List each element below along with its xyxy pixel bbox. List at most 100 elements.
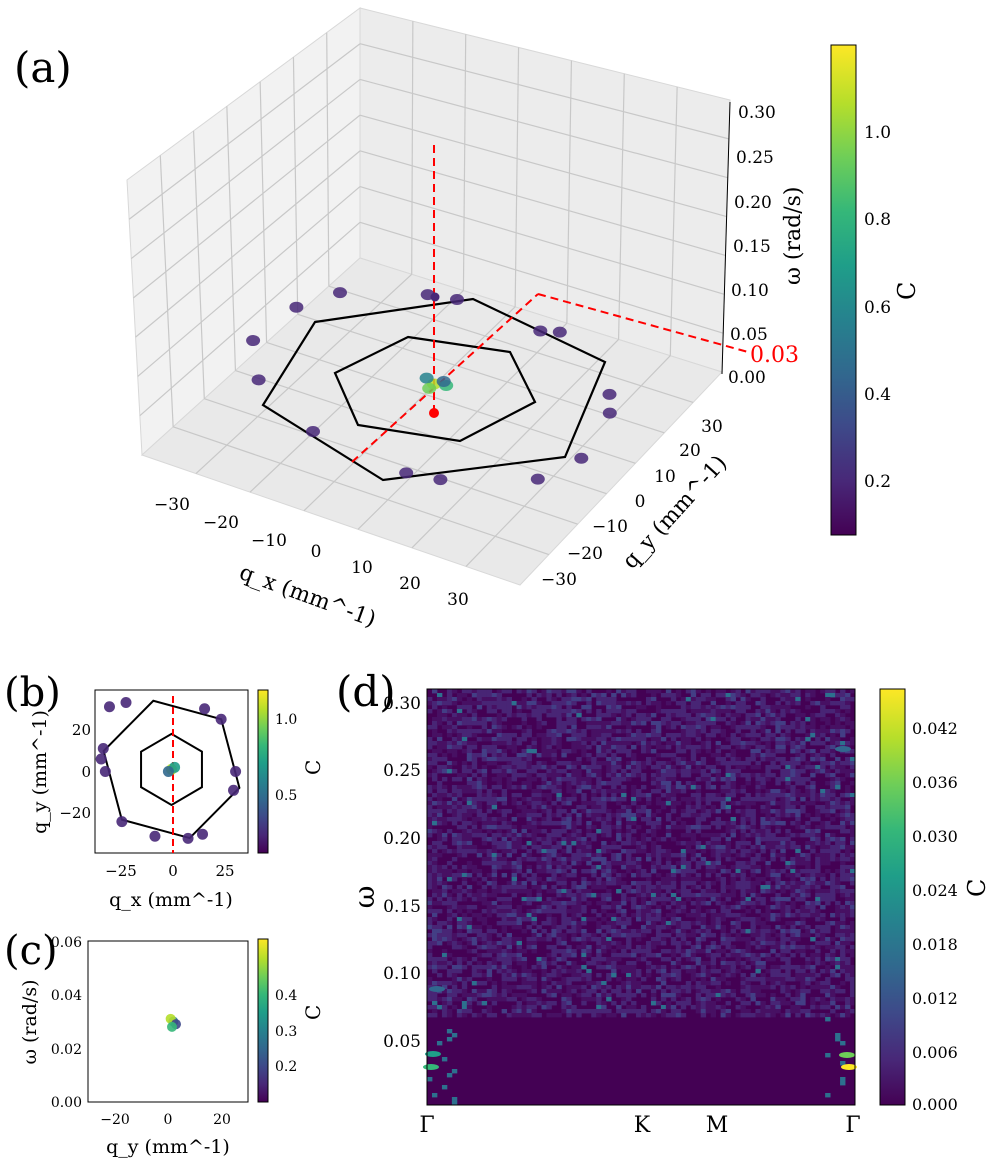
heatmap-cell [705, 813, 712, 818]
heatmap-cell [760, 981, 766, 986]
heatmap-cell [606, 729, 612, 734]
heatmap-cell [755, 781, 761, 786]
heatmap-cell [586, 785, 592, 790]
heatmap-cell [506, 945, 513, 950]
heatmap-cell [456, 929, 463, 934]
heatmap-cell [491, 857, 498, 862]
heatmap-cell [840, 997, 846, 1002]
heatmap-cell [476, 737, 483, 742]
heatmap-cell [690, 753, 697, 758]
heatmap-cell [501, 905, 508, 910]
heatmap-cell [845, 809, 851, 814]
heatmap-cell [506, 973, 513, 978]
heatmap-cell [606, 765, 612, 770]
heatmap-cell [755, 1013, 761, 1018]
heatmap-cell [720, 801, 727, 806]
heatmap-cell [820, 873, 826, 878]
heatmap-cell [511, 953, 517, 958]
heatmap-cell [561, 769, 567, 774]
heatmap-cell [655, 705, 662, 710]
heatmap-cell [820, 929, 826, 934]
heatmap-cell [427, 801, 433, 806]
heatmap-cell [506, 833, 513, 838]
heatmap-cell [765, 745, 771, 750]
heatmap-cell [556, 969, 562, 974]
heatmap-cell [561, 713, 567, 718]
heatmap-cell [770, 905, 776, 910]
heatmap-cell [710, 897, 717, 902]
heatmap-cell [526, 745, 532, 750]
heatmap-cell [541, 901, 547, 906]
heatmap-cell [840, 989, 846, 994]
heatmap-cell [461, 1009, 468, 1014]
heatmap-cell [636, 717, 642, 722]
heatmap-cell [611, 869, 617, 874]
heatmap-cell [670, 1005, 677, 1010]
heatmap-cell [511, 969, 517, 974]
heatmap-cell [645, 905, 652, 910]
heatmap-cell [645, 817, 652, 822]
heatmap-cell [730, 749, 736, 754]
heatmap-cell [431, 929, 438, 934]
heatmap-cell [750, 881, 756, 886]
heatmap-cell [576, 789, 582, 794]
heatmap-cell [551, 709, 557, 714]
heatmap-cell [561, 925, 567, 930]
z-ticks: 0.30 0.25 0.20 0.15 0.10 0.05 0.00 [728, 103, 776, 388]
heatmap-cell [715, 821, 722, 826]
heatmap-cell [461, 921, 468, 926]
heatmap-cell [850, 929, 856, 934]
heatmap-cell [835, 909, 841, 914]
heatmap-cell [730, 953, 736, 958]
heatmap-cell [670, 985, 677, 990]
heatmap-cell [481, 833, 488, 838]
heatmap-cell [715, 969, 722, 974]
heatmap-cell [675, 709, 682, 714]
grid-line [514, 47, 520, 307]
heatmap-cell [486, 1005, 493, 1010]
heatmap-cell [441, 777, 448, 782]
heatmap-cell [830, 881, 836, 886]
heatmap-cell [546, 1005, 552, 1010]
heatmap-cell [670, 1013, 677, 1018]
heatmap-cell [536, 885, 542, 890]
heatmap-cell [427, 805, 433, 810]
heatmap-cell [596, 733, 602, 738]
heatmap-cell [556, 809, 562, 814]
heatmap-cell [795, 825, 801, 830]
heatmap-cell [501, 981, 508, 986]
heatmap-cell [850, 837, 856, 842]
heatmap-cell [526, 985, 532, 990]
heatmap-cell [735, 725, 741, 730]
heatmap-cell [805, 777, 811, 782]
heatmap-cell [660, 777, 667, 782]
heatmap-cell [511, 893, 517, 898]
heatmap-cell [675, 977, 682, 982]
heatmap-cell [750, 1013, 756, 1018]
heatmap-cell [481, 773, 488, 778]
grid-line [359, 78, 728, 179]
heatmap-cell [800, 933, 806, 938]
heatmap-cell [665, 925, 672, 930]
heatmap-cell [591, 857, 597, 862]
heatmap-cell [501, 885, 508, 890]
heatmap-cell [636, 905, 642, 910]
heatmap-cell [675, 757, 682, 762]
heatmap-cell [491, 701, 498, 706]
heatmap-cell [815, 837, 821, 842]
heatmap-cell [685, 865, 692, 870]
heatmap-cell [481, 893, 488, 898]
heatmap-cell [541, 785, 547, 790]
heatmap-cell [680, 701, 687, 706]
heatmap-cell [431, 925, 438, 930]
heatmap-cell [436, 873, 443, 878]
heatmap-cell [516, 885, 522, 890]
heatmap-cell [790, 901, 796, 906]
heatmap-cell [795, 893, 801, 898]
heatmap-cell [481, 909, 488, 914]
heatmap-cell [636, 893, 642, 898]
heatmap-cell [466, 777, 473, 782]
heatmap-cell [675, 733, 682, 738]
heatmap-cell [581, 945, 587, 950]
heatmap-cell [626, 977, 632, 982]
